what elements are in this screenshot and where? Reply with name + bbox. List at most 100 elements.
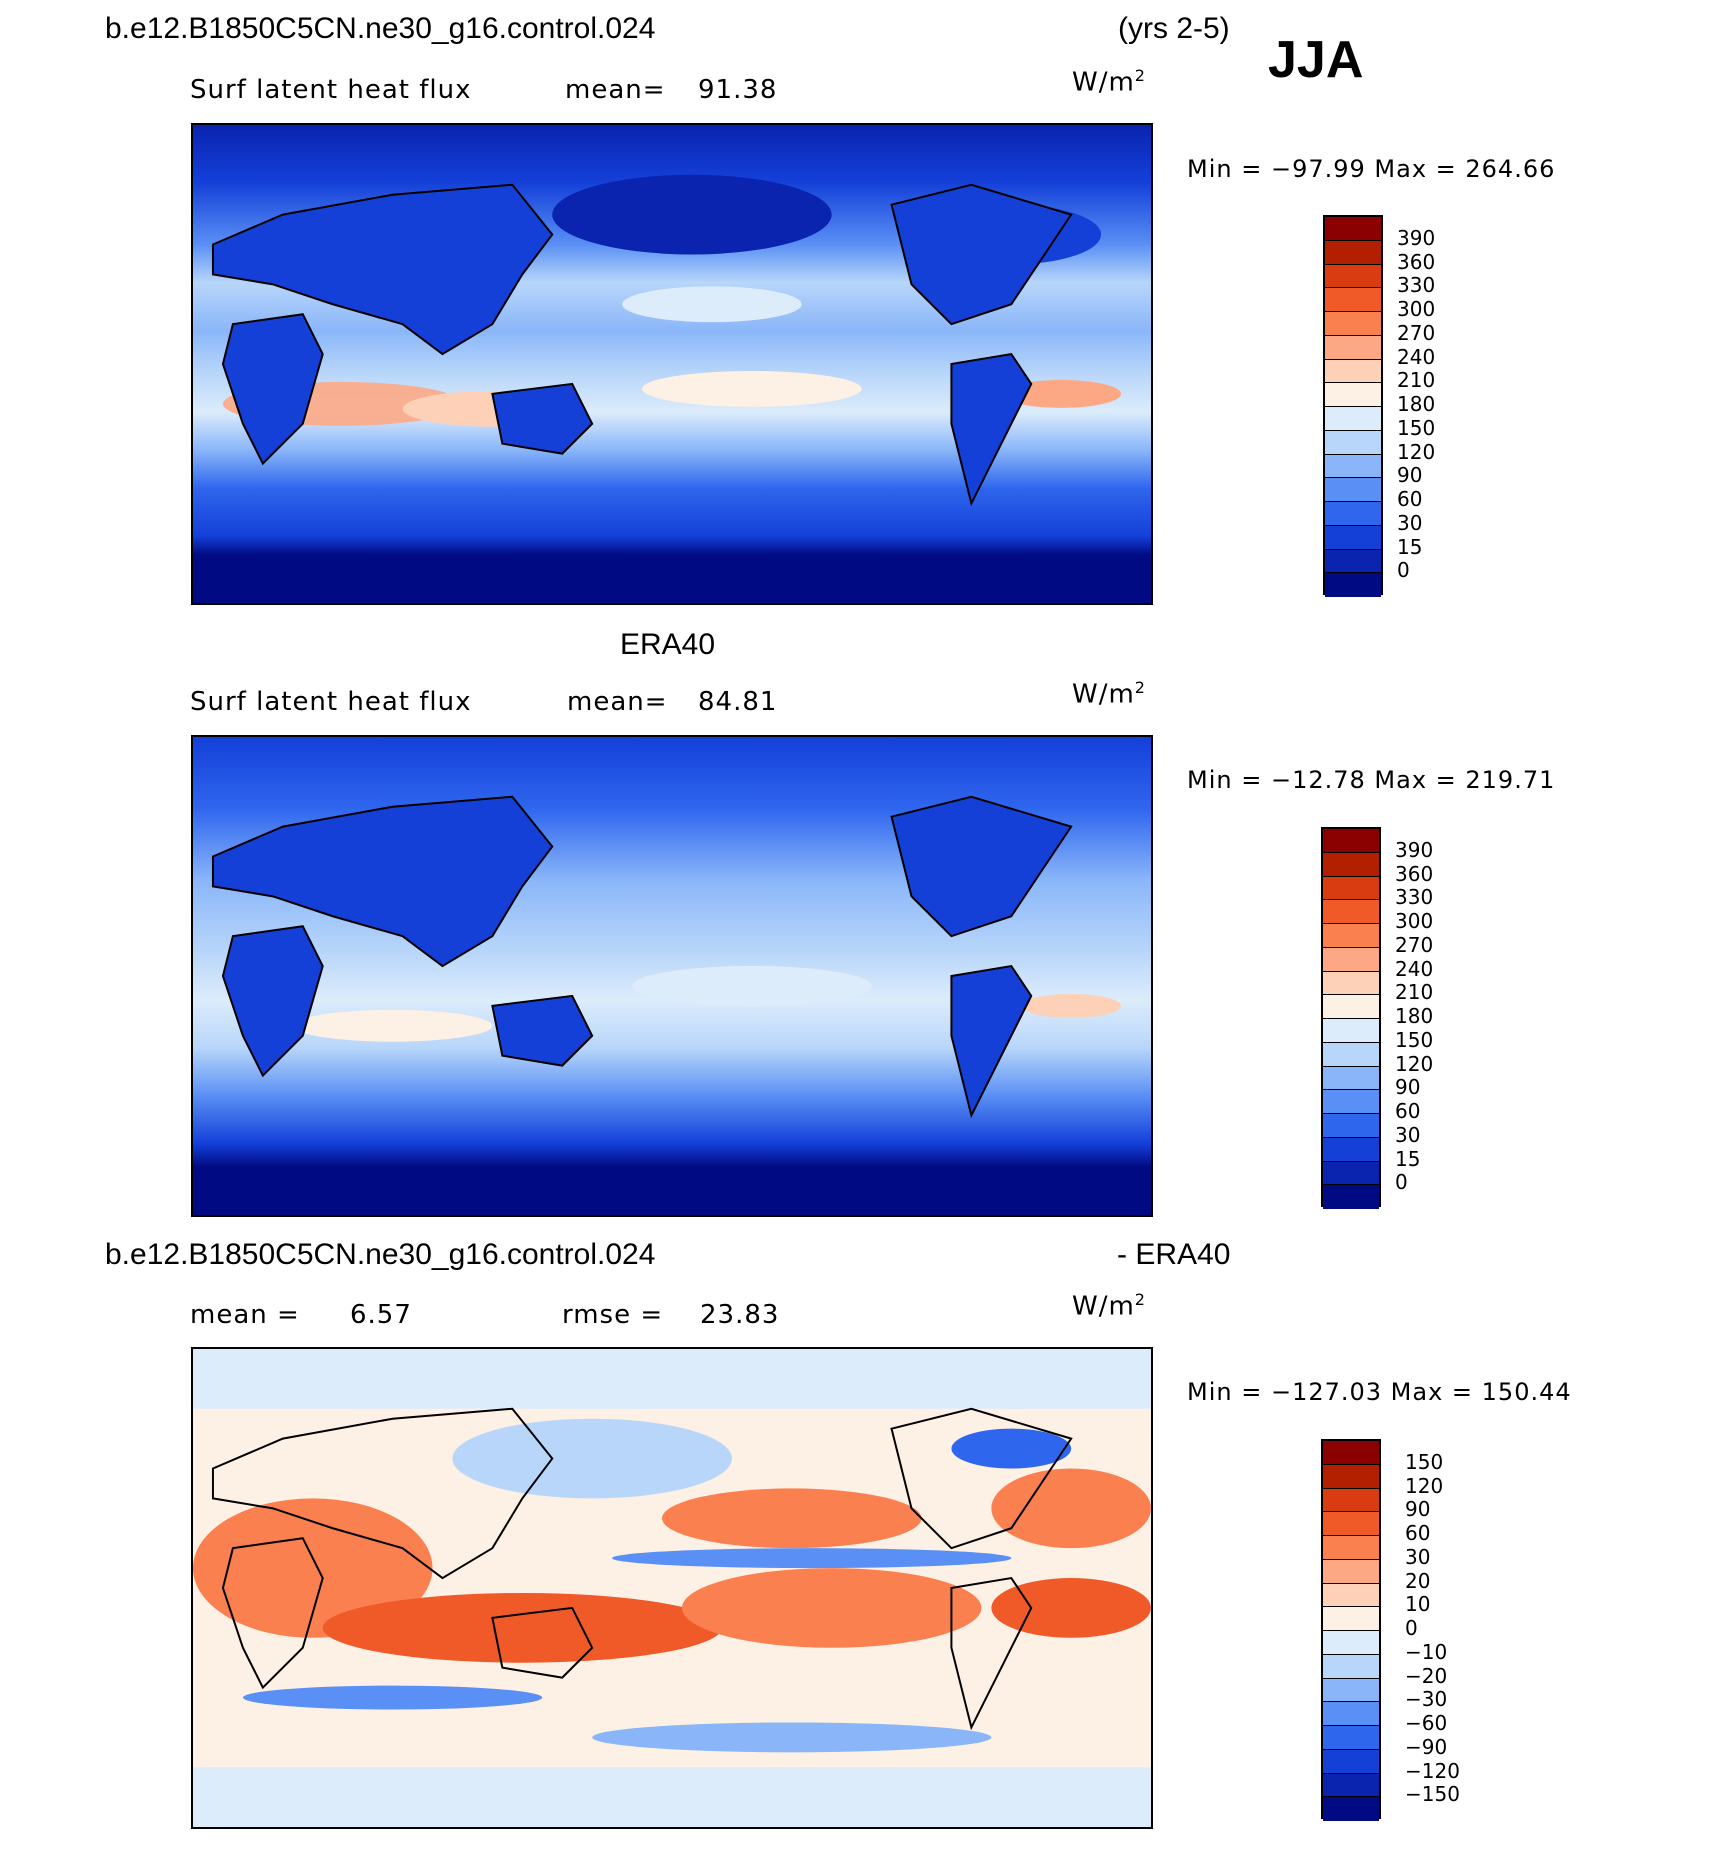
colorbar-tick-label: 30 xyxy=(1397,510,1423,535)
colorbar-tick-label: 120 xyxy=(1405,1473,1444,1498)
colorbar-segment xyxy=(1323,995,1379,1019)
panel2-variable-label: Surf latent heat flux xyxy=(190,687,472,717)
colorbar-tick-label: −150 xyxy=(1405,1782,1460,1807)
colorbar-segment xyxy=(1323,1090,1379,1114)
colorbar-segment xyxy=(1323,1536,1379,1560)
panel3-rmse-label: rmse = xyxy=(562,1300,664,1330)
colorbar-segment xyxy=(1325,549,1381,574)
colorbar-segment xyxy=(1323,829,1379,853)
colorbar-tick-label: 60 xyxy=(1395,1099,1421,1123)
colorbar-tick-label: 30 xyxy=(1405,1544,1431,1569)
colorbar-tick-label: 390 xyxy=(1395,837,1434,862)
colorbar-tick-label: 270 xyxy=(1395,932,1434,957)
colorbar-segment xyxy=(1325,359,1381,384)
panel3-case-title: b.e12.B1850C5CN.ne30_g16.control.024 xyxy=(105,1238,656,1271)
colorbar-segment xyxy=(1323,1702,1379,1726)
colorbar-segment xyxy=(1325,288,1381,312)
colorbar-segment xyxy=(1325,312,1381,336)
colorbar-tick-label: 90 xyxy=(1405,1497,1431,1522)
colorbar-segment xyxy=(1323,1678,1379,1703)
colorbar-segment xyxy=(1323,852,1379,877)
colorbar-segment xyxy=(1323,1488,1379,1513)
colorbar-tick-label: −30 xyxy=(1405,1687,1448,1712)
panel3-map xyxy=(191,1347,1153,1829)
colorbar-tick-label: 270 xyxy=(1397,320,1436,345)
panel3-minmax: Min = −127.03 Max = 150.44 xyxy=(1187,1378,1572,1406)
panel1-units: W/m2 xyxy=(1072,66,1146,98)
colorbar-segment xyxy=(1323,876,1379,901)
colorbar-tick-label: 240 xyxy=(1397,344,1436,369)
panel3-mean-label: mean = xyxy=(190,1300,300,1330)
colorbar-tick-label: 330 xyxy=(1395,885,1434,910)
colorbar-segment xyxy=(1323,1137,1379,1162)
colorbar-tick-label: 15 xyxy=(1397,534,1423,559)
panel2-colorbar xyxy=(1321,827,1381,1209)
colorbar-tick-label: 0 xyxy=(1397,558,1410,583)
colorbar-segment xyxy=(1325,383,1381,407)
colorbar-tick-label: −20 xyxy=(1405,1663,1448,1688)
colorbar-segment xyxy=(1323,1749,1379,1774)
panel2-mean-label: mean= xyxy=(567,687,668,717)
panel1-colorbar xyxy=(1323,215,1383,597)
colorbar-tick-label: 300 xyxy=(1395,909,1434,933)
colorbar-segment xyxy=(1325,430,1381,455)
panel1-map xyxy=(191,123,1153,605)
colorbar-tick-label: 180 xyxy=(1395,1004,1434,1028)
panel2-units: W/m2 xyxy=(1072,678,1146,710)
colorbar-segment xyxy=(1323,1185,1379,1209)
colorbar-segment xyxy=(1323,924,1379,948)
colorbar-tick-label: 300 xyxy=(1397,297,1436,321)
panel2-mean-value: 84.81 xyxy=(698,687,778,717)
colorbar-tick-label: −60 xyxy=(1405,1711,1448,1735)
colorbar-segment xyxy=(1325,502,1381,526)
colorbar-segment xyxy=(1323,1631,1379,1655)
colorbar-tick-label: 210 xyxy=(1395,980,1434,1005)
colorbar-tick-label: 150 xyxy=(1395,1027,1434,1052)
colorbar-tick-label: 0 xyxy=(1395,1170,1408,1195)
colorbar-segment xyxy=(1323,1019,1379,1043)
colorbar-segment xyxy=(1323,1726,1379,1750)
colorbar-tick-label: 120 xyxy=(1397,439,1436,464)
colorbar-tick-label: −10 xyxy=(1405,1639,1448,1664)
colorbar-segment xyxy=(1323,971,1379,996)
colorbar-tick-label: 90 xyxy=(1395,1075,1421,1100)
panel1-variable-label: Surf latent heat flux xyxy=(190,75,472,105)
colorbar-tick-label: 240 xyxy=(1395,956,1434,981)
colorbar-segment xyxy=(1323,1512,1379,1536)
panel3-units: W/m2 xyxy=(1072,1290,1146,1322)
panel1-case-title: b.e12.B1850C5CN.ne30_g16.control.024 xyxy=(105,12,656,45)
season-label: JJA xyxy=(1268,31,1364,89)
colorbar-tick-label: 390 xyxy=(1397,225,1436,250)
colorbar-tick-label: 120 xyxy=(1395,1051,1434,1076)
colorbar-segment xyxy=(1325,335,1381,360)
colorbar-segment xyxy=(1323,1773,1379,1798)
colorbar-tick-label: 60 xyxy=(1405,1521,1431,1545)
colorbar-segment xyxy=(1323,1114,1379,1138)
colorbar-segment xyxy=(1323,1559,1379,1584)
panel2-case-title: ERA40 xyxy=(620,628,716,661)
colorbar-segment xyxy=(1325,478,1381,502)
colorbar-segment xyxy=(1323,1583,1379,1608)
colorbar-segment xyxy=(1323,947,1379,972)
colorbar-segment xyxy=(1323,1066,1379,1091)
panel3-mean-value: 6.57 xyxy=(350,1300,412,1330)
panel3-colorbar xyxy=(1321,1439,1381,1821)
colorbar-tick-label: 150 xyxy=(1397,415,1436,440)
colorbar-segment xyxy=(1325,407,1381,431)
colorbar-segment xyxy=(1325,240,1381,265)
colorbar-segment xyxy=(1325,454,1381,479)
panel1-years: (yrs 2-5) xyxy=(1118,12,1230,45)
colorbar-segment xyxy=(1323,1441,1379,1465)
colorbar-tick-label: 150 xyxy=(1405,1449,1444,1474)
panel2-minmax: Min = −12.78 Max = 219.71 xyxy=(1187,766,1556,794)
colorbar-tick-label: 60 xyxy=(1397,487,1423,511)
colorbar-segment xyxy=(1323,1161,1379,1186)
colorbar-segment xyxy=(1325,525,1381,550)
colorbar-tick-label: 180 xyxy=(1397,392,1436,416)
colorbar-tick-label: 330 xyxy=(1397,273,1436,298)
colorbar-segment xyxy=(1325,217,1381,241)
colorbar-segment xyxy=(1323,1654,1379,1679)
panel1-mean-label: mean= xyxy=(565,75,666,105)
colorbar-segment xyxy=(1323,1464,1379,1489)
colorbar-segment xyxy=(1323,1797,1379,1821)
